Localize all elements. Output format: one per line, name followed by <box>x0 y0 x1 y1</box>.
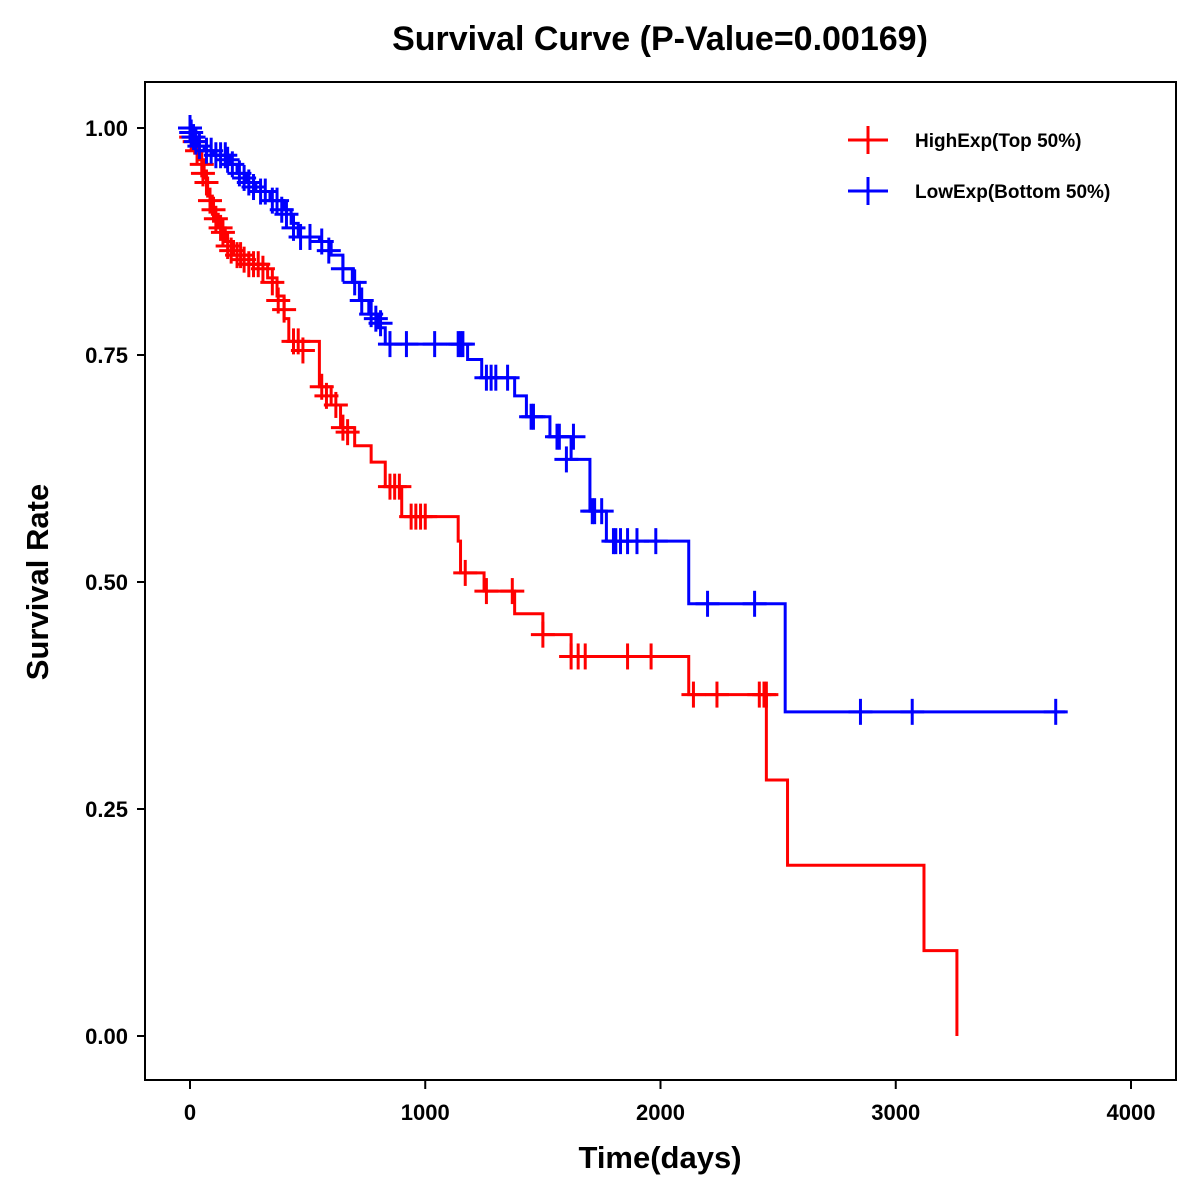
censor-mark <box>215 146 240 173</box>
legend-item-high: HighExp(Top 50%) <box>848 126 1081 154</box>
censor-mark <box>210 219 235 246</box>
y-axis: 0.00 0.25 0.50 0.75 1.00 <box>85 116 145 1049</box>
censor-mark <box>387 473 412 500</box>
x-tick-label: 0 <box>184 1100 196 1125</box>
survival-step-line <box>190 126 1066 714</box>
y-tick-label: 0.25 <box>85 797 128 822</box>
censor-mark <box>848 698 873 725</box>
censor-mark <box>561 423 586 450</box>
censor-mark <box>413 503 438 530</box>
censor-mark <box>754 681 779 708</box>
y-axis-title: Survival Rate <box>20 484 55 680</box>
censor-mark <box>274 201 299 228</box>
y-tick-label: 0.50 <box>85 570 128 595</box>
censor-mark <box>260 269 285 296</box>
x-axis-title: Time(days) <box>578 1140 741 1175</box>
survival-step-line <box>190 126 959 1036</box>
censor-mark <box>615 643 640 670</box>
censor-mark <box>316 237 341 264</box>
censor-mark <box>297 223 322 250</box>
censor-mark <box>208 214 233 241</box>
censor-mark <box>453 559 478 586</box>
censor-mark <box>704 681 729 708</box>
censor-mark <box>450 331 475 358</box>
censor-mark <box>530 621 555 648</box>
y-tick-label: 0.00 <box>85 1024 128 1049</box>
censor-mark <box>363 305 388 332</box>
y-tick-label: 0.75 <box>85 343 128 368</box>
censor-mark <box>335 419 360 446</box>
x-tick-label: 4000 <box>1107 1100 1156 1125</box>
censor-mark <box>272 296 297 323</box>
censor-mark <box>342 269 367 296</box>
censor-mark <box>521 403 546 430</box>
chart-title: Survival Curve (P-Value=0.00169) <box>392 20 928 58</box>
legend-label-low: LowExp(Bottom 50%) <box>915 182 1110 203</box>
censor-mark <box>643 528 668 555</box>
censor-mark <box>194 169 219 196</box>
censor-mark <box>250 255 275 282</box>
censor-mark <box>323 391 348 418</box>
x-tick-label: 2000 <box>636 1100 685 1125</box>
censor-mark <box>474 578 499 605</box>
censor-mark <box>1043 698 1068 725</box>
censor-mark <box>368 310 393 337</box>
series-layer <box>178 115 1068 1036</box>
censor-mark <box>422 331 447 358</box>
censor-mark <box>500 578 525 605</box>
censor-mark <box>394 331 419 358</box>
censor-mark <box>639 643 664 670</box>
legend: HighExp(Top 50%) LowExp(Bottom 50%) <box>848 126 1110 205</box>
censor-mark <box>330 255 355 282</box>
censor-mark <box>269 196 294 223</box>
y-tick-label: 1.00 <box>85 116 128 141</box>
censor-mark <box>589 498 614 525</box>
censor-mark <box>290 337 315 364</box>
censor-mark <box>900 698 925 725</box>
censor-mark <box>554 446 579 473</box>
censor-mark <box>330 414 355 441</box>
x-tick-label: 3000 <box>871 1100 920 1125</box>
x-tick-label: 1000 <box>401 1100 450 1125</box>
series-low <box>178 115 1068 725</box>
censor-mark <box>495 364 520 391</box>
censor-mark <box>681 681 706 708</box>
legend-item-low: LowExp(Bottom 50%) <box>848 177 1110 205</box>
censor-mark <box>349 287 374 314</box>
x-axis: 0 1000 2000 3000 4000 <box>184 1080 1156 1125</box>
censor-mark <box>573 643 598 670</box>
censor-mark <box>742 590 767 617</box>
censor-mark <box>246 251 271 278</box>
series-high <box>179 124 959 1036</box>
legend-label-high: HighExp(Top 50%) <box>915 131 1081 152</box>
censor-mark <box>695 590 720 617</box>
